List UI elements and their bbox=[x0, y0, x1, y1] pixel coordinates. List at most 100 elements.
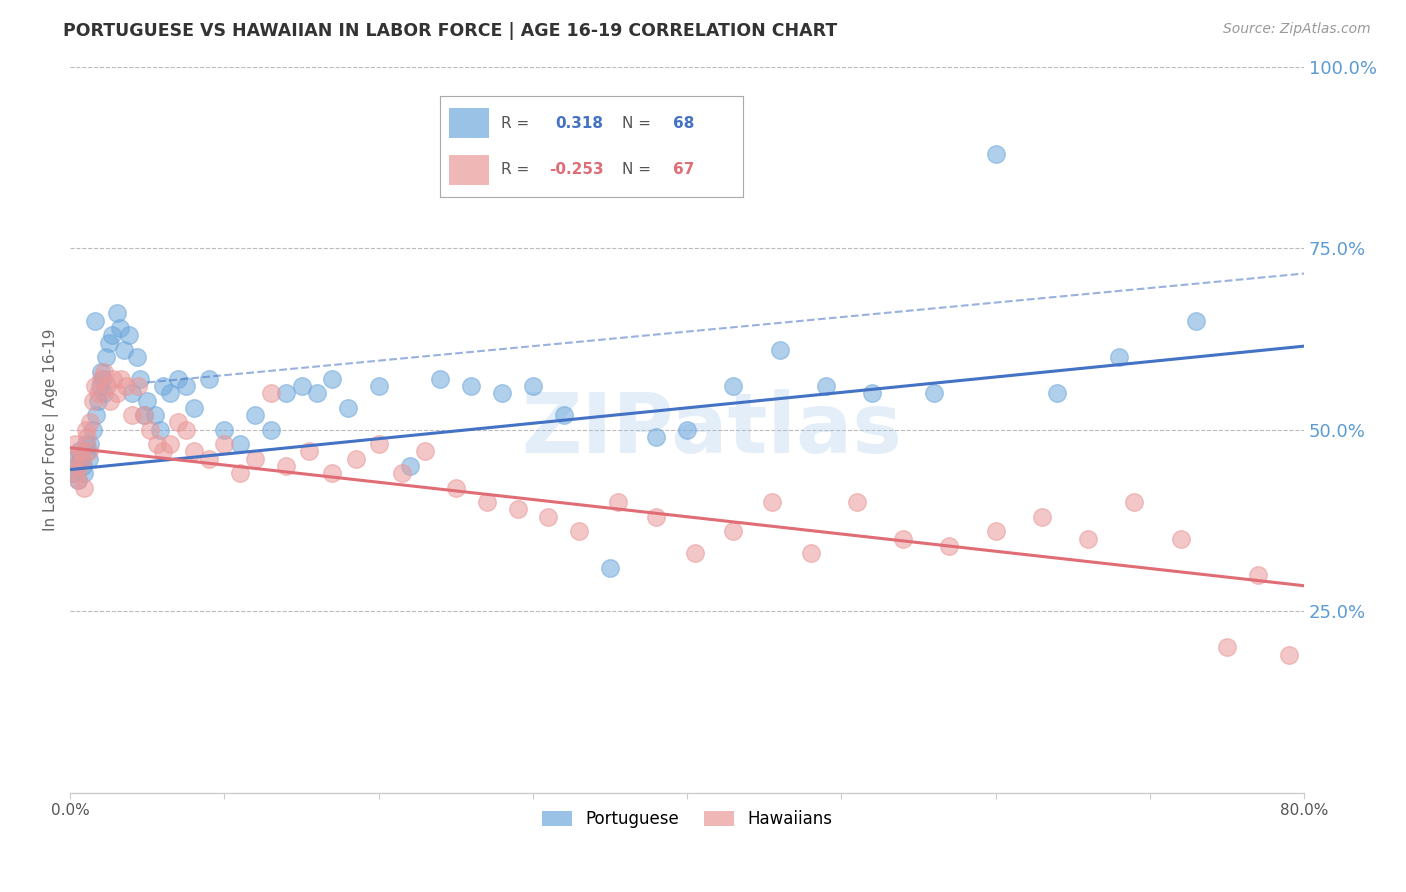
Text: Source: ZipAtlas.com: Source: ZipAtlas.com bbox=[1223, 22, 1371, 37]
Point bbox=[70, 451, 93, 466]
Point bbox=[1170, 532, 1192, 546]
Point bbox=[84, 314, 107, 328]
Point bbox=[72, 458, 94, 473]
Point bbox=[103, 372, 125, 386]
Point bbox=[79, 416, 101, 430]
Point bbox=[93, 386, 115, 401]
Point bbox=[298, 444, 321, 458]
Point bbox=[413, 444, 436, 458]
Point bbox=[645, 430, 668, 444]
Point bbox=[159, 386, 181, 401]
Point bbox=[599, 560, 621, 574]
Point bbox=[814, 379, 837, 393]
Point bbox=[984, 524, 1007, 539]
Point bbox=[398, 458, 420, 473]
Point bbox=[984, 146, 1007, 161]
Point bbox=[276, 458, 298, 473]
Point bbox=[76, 444, 98, 458]
Point bbox=[65, 466, 87, 480]
Point bbox=[69, 444, 91, 458]
Point bbox=[96, 379, 118, 393]
Point bbox=[183, 401, 205, 415]
Point bbox=[860, 386, 883, 401]
Point bbox=[214, 437, 236, 451]
Point bbox=[89, 379, 111, 393]
Point bbox=[62, 451, 84, 466]
Point bbox=[98, 393, 121, 408]
Point bbox=[77, 444, 100, 458]
Point bbox=[475, 495, 498, 509]
Point bbox=[568, 524, 591, 539]
Point bbox=[198, 372, 221, 386]
Point bbox=[105, 306, 128, 320]
Point bbox=[1185, 314, 1208, 328]
Point bbox=[84, 379, 107, 393]
Point bbox=[108, 321, 131, 335]
Point bbox=[75, 437, 97, 451]
Point bbox=[143, 408, 166, 422]
Point bbox=[82, 393, 104, 408]
Point bbox=[229, 437, 252, 451]
Point bbox=[1278, 648, 1301, 662]
Point bbox=[1247, 567, 1270, 582]
Point bbox=[128, 372, 150, 386]
Point bbox=[537, 509, 560, 524]
Point bbox=[152, 444, 174, 458]
Point bbox=[86, 408, 108, 422]
Point bbox=[72, 451, 94, 466]
Point bbox=[429, 372, 451, 386]
Point bbox=[94, 350, 117, 364]
Point bbox=[491, 386, 513, 401]
Point bbox=[321, 466, 343, 480]
Point bbox=[290, 379, 312, 393]
Point bbox=[73, 466, 96, 480]
Point bbox=[198, 451, 221, 466]
Point bbox=[891, 532, 914, 546]
Point bbox=[845, 495, 868, 509]
Point bbox=[82, 423, 104, 437]
Point bbox=[1123, 495, 1146, 509]
Point bbox=[105, 386, 128, 401]
Point bbox=[460, 379, 482, 393]
Point bbox=[121, 408, 143, 422]
Point bbox=[367, 379, 389, 393]
Point bbox=[276, 386, 298, 401]
Point bbox=[391, 466, 413, 480]
Point bbox=[77, 451, 100, 466]
Point bbox=[683, 546, 706, 560]
Point bbox=[75, 423, 97, 437]
Point bbox=[127, 379, 149, 393]
Text: ZIPatlas: ZIPatlas bbox=[522, 389, 903, 470]
Point bbox=[90, 365, 112, 379]
Point bbox=[522, 379, 544, 393]
Point bbox=[260, 423, 283, 437]
Point bbox=[87, 393, 110, 408]
Point bbox=[1031, 509, 1053, 524]
Point bbox=[245, 451, 267, 466]
Point bbox=[76, 430, 98, 444]
Point bbox=[645, 509, 668, 524]
Point bbox=[606, 495, 628, 509]
Point bbox=[62, 466, 84, 480]
Point bbox=[136, 393, 159, 408]
Point bbox=[723, 379, 745, 393]
Point bbox=[444, 481, 467, 495]
Legend: Portuguese, Hawaiians: Portuguese, Hawaiians bbox=[536, 804, 839, 835]
Point bbox=[761, 495, 783, 509]
Point bbox=[174, 423, 197, 437]
Point bbox=[214, 423, 236, 437]
Point bbox=[90, 372, 112, 386]
Point bbox=[63, 437, 86, 451]
Point bbox=[1046, 386, 1069, 401]
Point bbox=[149, 423, 172, 437]
Point bbox=[506, 502, 529, 516]
Point bbox=[152, 379, 174, 393]
Point bbox=[139, 423, 162, 437]
Point bbox=[938, 539, 960, 553]
Point bbox=[134, 408, 156, 422]
Point bbox=[121, 386, 143, 401]
Point bbox=[69, 458, 91, 473]
Point bbox=[159, 437, 181, 451]
Point bbox=[183, 444, 205, 458]
Point bbox=[260, 386, 283, 401]
